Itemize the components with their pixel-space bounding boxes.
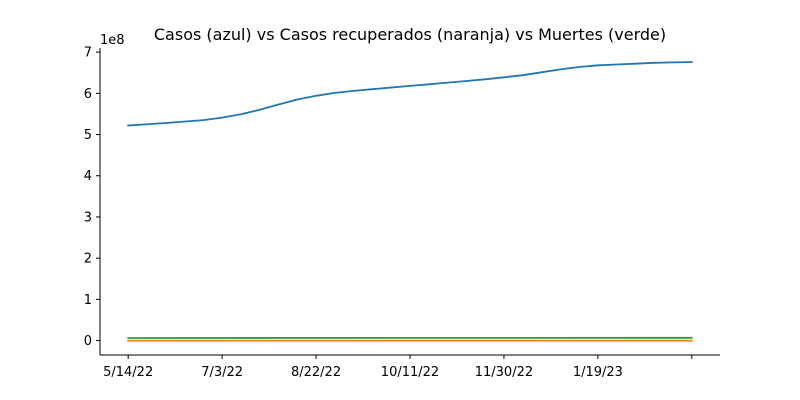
y-tick-label-7: 7 — [84, 46, 92, 61]
chart-title: Casos (azul) vs Casos recuperados (naran… — [154, 25, 666, 44]
series-line-0 — [127, 61, 693, 127]
y-tick-label-1: 1 — [84, 293, 92, 308]
axes: 0 1 2 3 4 5 6 7 5/14/22 7/3/22 8/22/22 10/11/22 11/3… — [84, 46, 720, 380]
x-tick-label-5: 1/19/23 — [573, 365, 623, 380]
y-offset-label: 1e8 — [100, 33, 125, 48]
y-tick-label-3: 3 — [84, 210, 92, 225]
y-tick-label-6: 6 — [84, 87, 92, 102]
series-layer — [127, 61, 693, 342]
y-tick-label-5: 5 — [84, 128, 92, 143]
x-tick-label-2: 8/22/22 — [291, 365, 341, 380]
x-tick-label-1: 7/3/22 — [201, 365, 243, 380]
y-tick-label-2: 2 — [84, 252, 92, 267]
x-tick-label-4: 11/30/22 — [475, 365, 533, 380]
y-tick-label-0: 0 — [84, 334, 92, 349]
x-tick-label-0: 5/14/22 — [103, 365, 153, 380]
y-tick-label-4: 4 — [84, 169, 92, 184]
x-tick-label-3: 10/11/22 — [381, 365, 439, 380]
